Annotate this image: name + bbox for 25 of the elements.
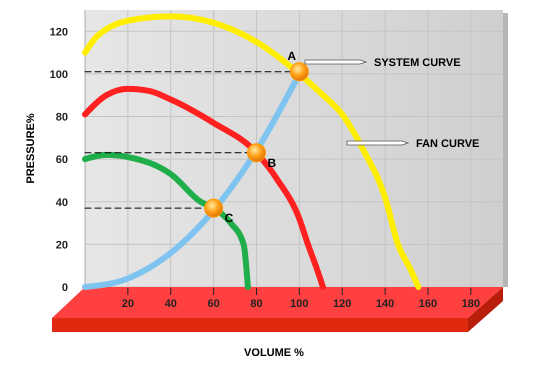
y-tick-label: 40 [56,196,68,209]
point [204,198,224,218]
y-tick-label: 120 [50,26,68,38]
point [290,62,309,82]
annotation: SYSTEM CURVE [374,57,461,69]
y-tick-label: 20 [56,239,68,252]
x-tick-label: 40 [164,298,177,310]
x-tick-label: 60 [207,298,220,310]
annotation: FAN CURVE [416,138,480,150]
y-tick-label: 80 [56,112,68,124]
y-tick-label: 0 [62,282,68,294]
x-tick-label: 180 [462,298,480,310]
x-tick-label: 140 [376,298,394,310]
point [246,143,266,162]
y-tick-label: 60 [56,154,68,166]
annotation: A [287,48,296,63]
x-tick-label: 80 [250,298,263,310]
x-tick-label: 120 [333,298,352,310]
annotation: B [267,156,276,170]
x-tick-label: 100 [290,298,309,310]
x-tick-label: 160 [418,298,438,310]
x-tick-label: 20 [122,298,134,310]
x-axis-title: VOLUME % [244,347,304,359]
y-axis-title: PRESSURE% [25,113,37,184]
y-tick-label: 100 [50,68,68,81]
